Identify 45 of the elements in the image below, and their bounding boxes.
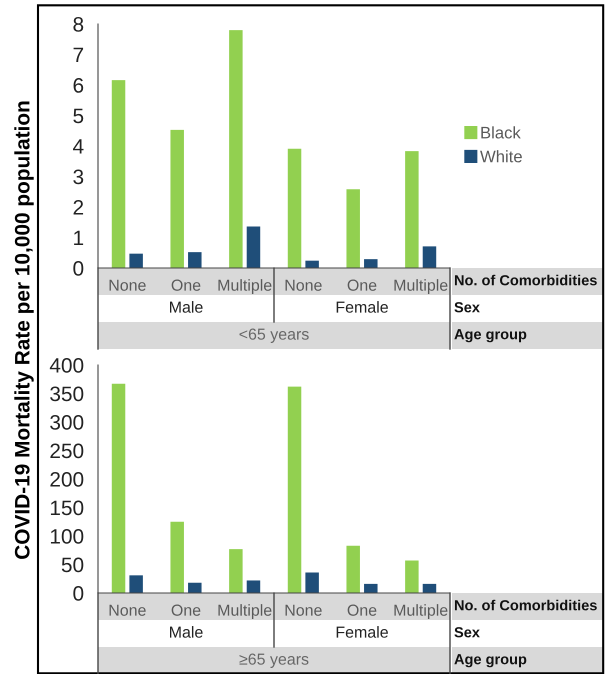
- legend-label: Black: [481, 126, 521, 139]
- x-tick-label: One: [348, 280, 376, 291]
- x-tick-label: One: [172, 280, 200, 291]
- x-tick-label: One: [348, 604, 376, 616]
- y-tick-label: 150: [50, 500, 84, 516]
- y-tick-label: 0: [73, 586, 84, 601]
- y-tick-label: 8: [73, 17, 84, 32]
- x-tick-label: None: [110, 280, 146, 291]
- text: Age group: [454, 329, 526, 342]
- text: Female: [336, 626, 388, 638]
- y-tick-label: 200: [50, 472, 84, 487]
- text: No. of Comorbidities: [454, 600, 597, 610]
- text: Female: [336, 301, 388, 313]
- text: ≥65 years: [239, 653, 308, 668]
- y-tick-label: 2: [74, 200, 84, 215]
- text: Sex: [454, 302, 480, 312]
- text: Age group: [454, 654, 526, 668]
- x-tick-label: One: [172, 604, 200, 616]
- y-tick-label: 5: [73, 108, 84, 124]
- y-tick-label: 250: [50, 444, 84, 458]
- text: Sex: [454, 627, 480, 638]
- y-tick-label: 6: [74, 78, 84, 93]
- y-tick-label: 1: [74, 230, 84, 246]
- y-tick-label: 4: [73, 139, 84, 154]
- y-axis-title: COVID-19 Mortality Rate per 10,000 population: [14, 101, 34, 559]
- x-tick-label: Multiple: [218, 279, 272, 294]
- y-tick-label: 350: [50, 386, 84, 402]
- x-tick-label: None: [110, 604, 146, 616]
- y-tick-label: 50: [62, 558, 84, 572]
- text: Male: [170, 301, 203, 313]
- text: No. of Comorbidities: [454, 274, 597, 286]
- y-tick-label: 400: [50, 358, 84, 373]
- y-tick-label: 300: [50, 415, 84, 430]
- x-tick-label: Multiple: [394, 279, 448, 294]
- text: Male: [170, 626, 203, 638]
- x-tick-label: Multiple: [218, 604, 272, 619]
- y-tick-label: 3: [73, 170, 84, 184]
- x-tick-label: Multiple: [394, 604, 448, 619]
- legend-label: White: [480, 150, 522, 162]
- y-tick-label: 100: [50, 529, 84, 544]
- x-tick-label: None: [286, 280, 322, 291]
- x-tick-label: None: [286, 604, 322, 616]
- y-tick-label: 0: [73, 261, 84, 276]
- text: <65 years: [239, 328, 309, 343]
- y-tick-label: 7: [74, 48, 84, 62]
